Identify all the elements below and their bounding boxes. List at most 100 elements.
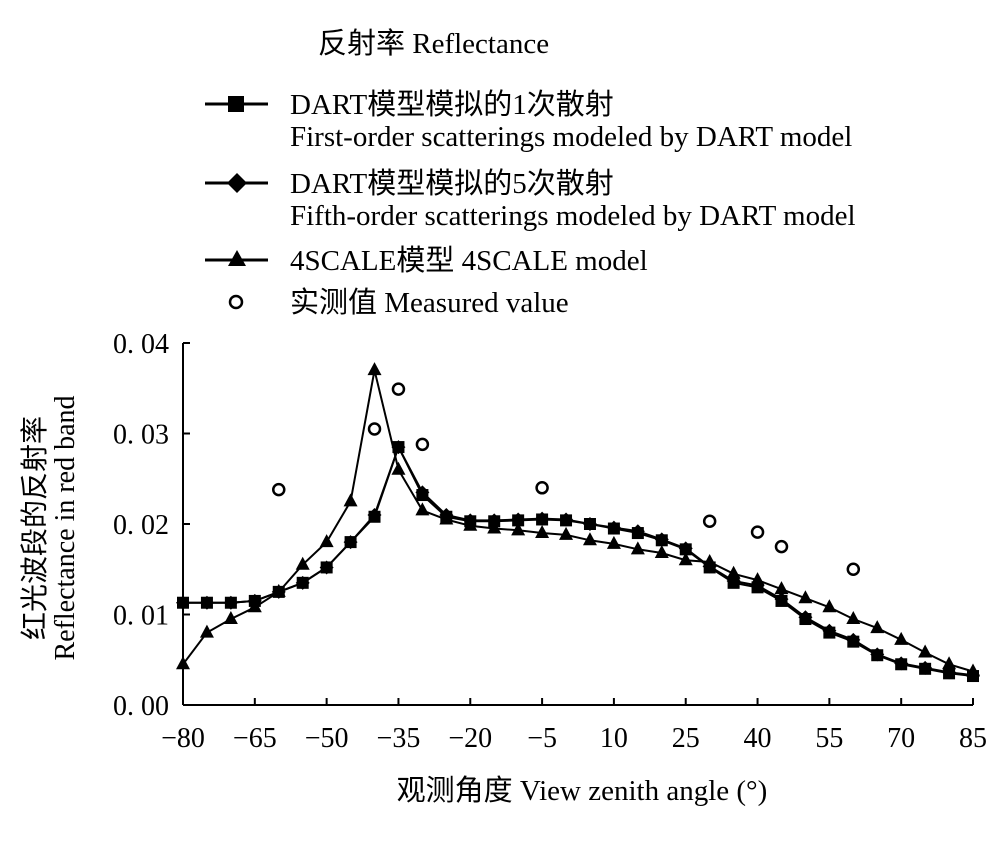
data-point-triangle (918, 644, 933, 658)
legend-label-fifth-order: DART模型模拟的5次散射 (290, 167, 614, 200)
data-point-diamond (319, 560, 334, 575)
data-point-diamond (367, 507, 382, 522)
data-point-triangle (774, 581, 789, 595)
data-point-diamond (487, 513, 502, 528)
legend-label-4scale: 4SCALE模型 4SCALE model (290, 244, 648, 277)
x-tick-label: 10 (600, 723, 628, 754)
data-point-triangle (654, 544, 669, 558)
legend-marker-circle (228, 294, 244, 310)
data-point-diamond (176, 595, 190, 610)
data-point-triangle (750, 572, 765, 586)
data-point-triangle (942, 656, 957, 670)
data-point-diamond (582, 517, 597, 531)
data-point-diamond (822, 623, 837, 638)
data-point-circle (535, 481, 549, 495)
data-point-diamond (918, 660, 933, 675)
legend-item-measured: 实测值 Measured value (228, 286, 569, 319)
data-point-diamond (295, 575, 310, 590)
data-point-diamond (559, 512, 574, 527)
y-tick-label: 0. 00 (113, 691, 169, 722)
data-point-triangle (870, 620, 885, 634)
legend-item-first-order: DART模型模拟的1次散射 First-order scatterings mo… (205, 88, 852, 153)
legend-item-4scale: 4SCALE模型 4SCALE model (205, 244, 648, 277)
data-point-diamond (535, 511, 550, 526)
legend-marker-square (228, 96, 244, 112)
data-point-triangle (511, 522, 526, 536)
data-point-triangle (463, 517, 478, 531)
data-point-triangle (199, 624, 214, 638)
legend-item-fifth-order: DART模型模拟的5次散射 Fifth-order scatterings mo… (205, 167, 856, 232)
data-point-triangle (415, 502, 430, 516)
legend-label-measured: 实测值 Measured value (290, 286, 569, 319)
x-tick-label: −5 (527, 723, 557, 754)
data-point-triangle (223, 611, 238, 625)
axes: 0. 00 0. 01 0. 02 0. 03 0. 04 −80 −65 −50 −35 −20… (113, 329, 987, 754)
data-point-triangle (367, 362, 382, 376)
legend-marker-diamond (227, 173, 247, 193)
data-point-diamond (415, 485, 430, 500)
series-line-diamond (183, 444, 974, 677)
y-tick-label: 0. 01 (113, 601, 169, 632)
data-point-triangle (582, 532, 597, 546)
data-point-diamond (199, 595, 214, 610)
data-point-triangle (391, 461, 406, 475)
data-point-diamond (630, 524, 645, 539)
data-point-diamond (870, 647, 885, 662)
y-axis-label-en: Reflectance in red band (50, 395, 81, 660)
legend-label-first-order-en: First-order scatterings modeled by DART … (290, 121, 852, 153)
data-point-triangle (606, 535, 621, 549)
data-point-circle (750, 525, 765, 539)
data-point-triangle (846, 611, 861, 625)
data-point-diamond (894, 656, 909, 671)
data-point-diamond (391, 440, 406, 455)
y-tick-label: 0. 04 (113, 329, 169, 360)
series-square (177, 441, 979, 683)
data-point-circle (774, 539, 789, 554)
data-point-triangle (535, 525, 550, 539)
data-point-triangle (726, 565, 741, 579)
data-point-triangle (343, 493, 358, 507)
data-point-triangle (319, 534, 334, 548)
x-tick-label: 70 (887, 723, 915, 754)
data-point-triangle (630, 541, 645, 555)
x-tick-label: 40 (744, 723, 772, 754)
x-tick-label: 85 (959, 723, 987, 754)
series-circle (272, 382, 861, 576)
data-point-triangle (822, 599, 837, 613)
x-tick-label: 25 (672, 723, 700, 754)
data-point-diamond (606, 520, 621, 535)
chart-title: 反射率 Reflectance (318, 27, 549, 60)
legend-marker-triangle (228, 250, 246, 266)
data-point-diamond (223, 595, 238, 610)
x-tick-label: −65 (233, 723, 277, 754)
x-tick-label: 55 (815, 723, 843, 754)
data-point-circle (702, 514, 717, 529)
y-tick-label: 0. 02 (113, 510, 169, 541)
y-tick-label: 0. 03 (113, 420, 169, 451)
legend-label-fifth-order-en: Fifth-order scatterings modeled by DART … (290, 200, 856, 232)
data-point-triangle (247, 599, 262, 613)
data-point-triangle (559, 526, 574, 540)
legend: DART模型模拟的1次散射 First-order scatterings mo… (205, 88, 856, 319)
data-point-triangle (702, 554, 717, 568)
x-axis-label: 观测角度 View zenith angle (°) (397, 774, 768, 807)
x-tick-label: −80 (161, 723, 205, 754)
data-point-triangle (176, 656, 190, 670)
data-point-triangle (966, 663, 980, 677)
x-tick-label: −50 (305, 723, 349, 754)
series-triangle (176, 362, 980, 677)
legend-label-first-order: DART模型模拟的1次散射 (290, 88, 614, 121)
data-point-diamond (511, 512, 526, 527)
data-point-diamond (654, 532, 669, 547)
y-axis-label: 红光波段的反射率 Reflectance in red band (19, 395, 81, 660)
data-point-diamond (678, 541, 693, 556)
y-axis-label-cn: 红光波段的反射率 (19, 416, 51, 640)
data-point-triangle (439, 511, 454, 525)
data-point-triangle (295, 556, 310, 570)
data-point-circle (367, 422, 382, 436)
data-point-triangle (798, 590, 813, 604)
x-tick-label: −35 (377, 723, 421, 754)
plot-area (176, 362, 980, 683)
data-point-triangle (894, 631, 909, 645)
